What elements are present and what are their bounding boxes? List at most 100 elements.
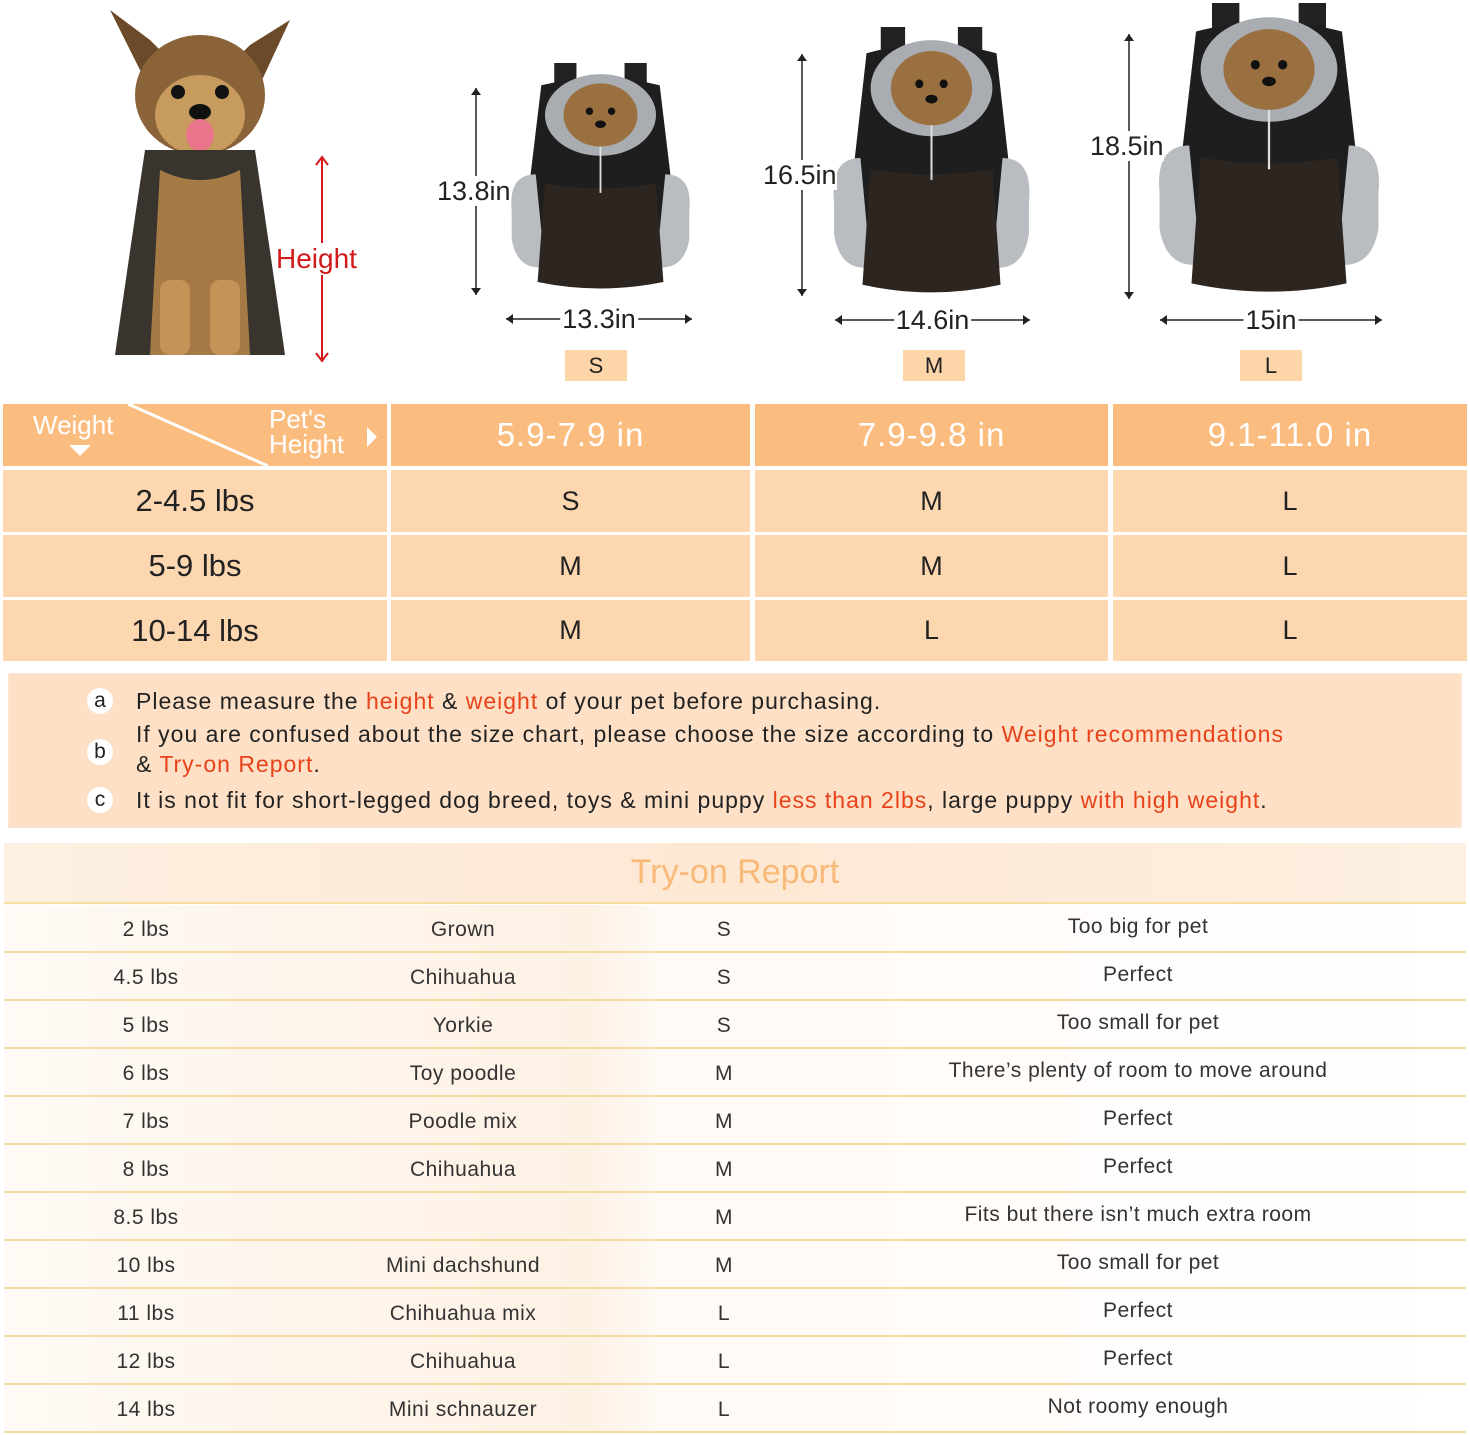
weight-row-header: 10-14 lbs <box>3 600 387 661</box>
weight-cell: 6 lbs <box>122 1062 170 1085</box>
size-cell: S <box>716 966 732 989</box>
size-cell: M <box>391 535 750 597</box>
fit-cell: Not roomy enough <box>1047 1395 1229 1418</box>
size-cell: S <box>391 470 750 532</box>
fit-cell: There’s plenty of room to move around <box>948 1059 1328 1082</box>
size-cell: M <box>755 470 1108 532</box>
weight-row-header: 2-4.5 lbs <box>3 470 387 532</box>
table-row: 8.5 lbs M Fits but there isn’t much extra … <box>4 1193 1466 1241</box>
note-text: Please measure the height & weight of yo… <box>136 686 881 716</box>
table-row: 7 lbs Poodle mix M Perfect <box>4 1097 1466 1145</box>
width-dimension-label: 14.6in <box>893 305 972 335</box>
note-text-part: If you are confused about the size chart… <box>136 721 1002 747</box>
yorkie-dog-image <box>110 10 290 355</box>
breed-cell: Chihuahua mix <box>389 1302 537 1325</box>
size-cell: L <box>717 1302 731 1325</box>
weight-cell: 10 lbs <box>116 1254 176 1277</box>
breed-cell: Chihuahua <box>409 1350 517 1373</box>
height-column-header: 5.9-7.9 in <box>391 404 750 466</box>
fit-cell: Too small for pet <box>1056 1251 1220 1274</box>
size-cell: L <box>717 1398 731 1421</box>
note-text-part: & <box>136 751 160 777</box>
highlighted-text: height <box>365 688 435 714</box>
breed-cell: Poodle mix <box>408 1110 518 1133</box>
weight-cell: 2 lbs <box>122 918 170 941</box>
height-axis-label-1: Pet's <box>269 404 326 434</box>
fit-cell: Too big for pet <box>1067 915 1209 938</box>
note-text-part: . <box>313 751 321 777</box>
note-text: & Try-on Report. <box>136 749 321 779</box>
fit-cell: Perfect <box>1102 1107 1174 1130</box>
weight-cell: 8 lbs <box>122 1158 170 1181</box>
corner-header-cell: Weight Pet's Height <box>3 404 387 466</box>
size-cell: M <box>755 535 1108 597</box>
note-marker: b <box>87 739 113 765</box>
note-text: It is not fit for short-legged dog breed… <box>136 785 1268 815</box>
highlighted-text: weight <box>465 688 539 714</box>
size-cell: M <box>715 1158 733 1181</box>
height-axis-label-2: Height <box>269 429 345 459</box>
size-cell: M <box>715 1206 733 1229</box>
height-dimension-arrow <box>1124 34 1134 299</box>
weight-cell: 5 lbs <box>122 1014 170 1037</box>
note-text-part: of your pet before purchasing. <box>538 688 882 714</box>
fit-cell: Perfect <box>1102 1347 1174 1370</box>
size-cell: L <box>755 600 1108 661</box>
width-dimension-label: 13.3in <box>560 304 638 334</box>
fit-cell: Perfect <box>1102 963 1174 986</box>
table-row: 5 lbs Yorkie S Too small for pet <box>4 1001 1466 1049</box>
note-text: If you are confused about the size chart… <box>136 719 1284 749</box>
down-triangle-icon <box>69 445 91 456</box>
breed-cell: Mini schnauzer <box>388 1398 538 1421</box>
diagonal-divider <box>127 404 269 466</box>
size-cell: L <box>1113 470 1467 532</box>
size-badge: L <box>1240 350 1302 381</box>
note-text-part: Please measure the <box>136 688 366 714</box>
size-badge: S <box>565 350 627 381</box>
size-cell: L <box>1113 600 1467 661</box>
size-cell: M <box>715 1254 733 1277</box>
size-cell: S <box>716 918 732 941</box>
breed-cell: Yorkie <box>432 1014 494 1037</box>
right-triangle-icon <box>367 427 377 447</box>
highlighted-text: Try-on Report <box>159 751 314 777</box>
breed-cell: Mini dachshund <box>385 1254 541 1277</box>
note-text-part: , large puppy <box>927 787 1081 813</box>
fit-cell: Perfect <box>1102 1155 1174 1178</box>
height-dimension-label: 18.5in <box>1090 131 1164 161</box>
table-row: 4.5 lbs Chihuahua S Perfect <box>4 953 1466 1001</box>
fit-cell: Perfect <box>1102 1299 1174 1322</box>
height-label: Height <box>276 243 357 275</box>
fit-cell: Fits but there isn’t much extra room <box>964 1203 1312 1226</box>
height-column-header: 9.1-11.0 in <box>1113 404 1467 466</box>
size-cell: L <box>717 1350 731 1373</box>
backpack-l-image <box>1159 3 1379 292</box>
breed-cell: Toy poodle <box>409 1062 517 1085</box>
try-on-report-title: Try-on Report <box>4 843 1466 904</box>
note-text-part: It is not fit for short-legged dog breed… <box>136 787 773 813</box>
backpack-m-image <box>833 27 1030 293</box>
width-dimension-label: 15in <box>1243 305 1299 335</box>
weight-axis-label: Weight <box>33 410 114 440</box>
height-dimension-label: 16.5in <box>763 160 837 190</box>
size-cell: M <box>715 1110 733 1133</box>
weight-cell: 8.5 lbs <box>113 1206 179 1229</box>
notes-box <box>8 673 1462 828</box>
table-row: 6 lbs Toy poodle M There’s plenty of room t… <box>4 1049 1466 1097</box>
table-row: 12 lbs Chihuahua L Perfect <box>4 1337 1466 1385</box>
highlighted-text: less than 2lbs <box>772 787 928 813</box>
size-cell: M <box>391 600 750 661</box>
weight-cell: 7 lbs <box>122 1110 170 1133</box>
breed-cell: Chihuahua <box>409 1158 517 1181</box>
table-row: 10 lbs Mini dachshund M Too small for pet <box>4 1241 1466 1289</box>
breed-cell: Grown <box>430 918 496 941</box>
note-text-part: . <box>1260 787 1268 813</box>
size-badge: M <box>903 350 965 381</box>
height-column-header: 7.9-9.8 in <box>755 404 1108 466</box>
note-marker: c <box>87 787 113 813</box>
highlighted-text: Weight recommendations <box>1001 721 1284 747</box>
note-marker: a <box>87 688 113 714</box>
size-cell: L <box>1113 535 1467 597</box>
backpack-s-image <box>511 63 690 289</box>
table-row: 14 lbs Mini schnauzer L Not roomy enough <box>4 1385 1466 1433</box>
